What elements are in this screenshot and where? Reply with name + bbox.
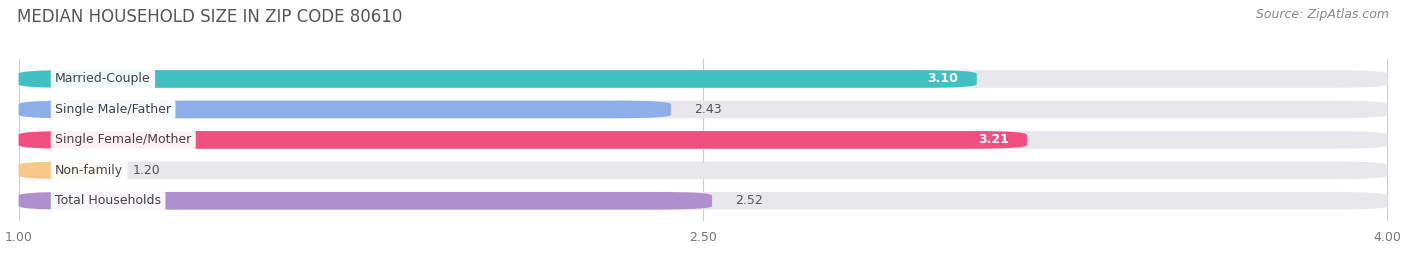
FancyBboxPatch shape (18, 70, 977, 88)
Text: 2.43: 2.43 (695, 103, 721, 116)
Text: Source: ZipAtlas.com: Source: ZipAtlas.com (1256, 8, 1389, 21)
Text: 2.52: 2.52 (735, 194, 762, 207)
Text: Total Households: Total Households (55, 194, 162, 207)
Text: Single Female/Mother: Single Female/Mother (55, 133, 191, 146)
FancyBboxPatch shape (18, 192, 1388, 210)
FancyBboxPatch shape (18, 101, 671, 118)
Text: Married-Couple: Married-Couple (55, 72, 150, 86)
FancyBboxPatch shape (18, 131, 1388, 149)
FancyBboxPatch shape (18, 161, 1388, 179)
Text: 3.21: 3.21 (977, 133, 1008, 146)
Text: Non-family: Non-family (55, 164, 124, 177)
FancyBboxPatch shape (18, 70, 1388, 88)
Text: 3.10: 3.10 (928, 72, 959, 86)
Text: 1.20: 1.20 (132, 164, 160, 177)
FancyBboxPatch shape (18, 161, 110, 179)
FancyBboxPatch shape (18, 192, 711, 210)
FancyBboxPatch shape (18, 131, 1026, 149)
Text: Single Male/Father: Single Male/Father (55, 103, 172, 116)
Text: MEDIAN HOUSEHOLD SIZE IN ZIP CODE 80610: MEDIAN HOUSEHOLD SIZE IN ZIP CODE 80610 (17, 8, 402, 26)
FancyBboxPatch shape (18, 101, 1388, 118)
